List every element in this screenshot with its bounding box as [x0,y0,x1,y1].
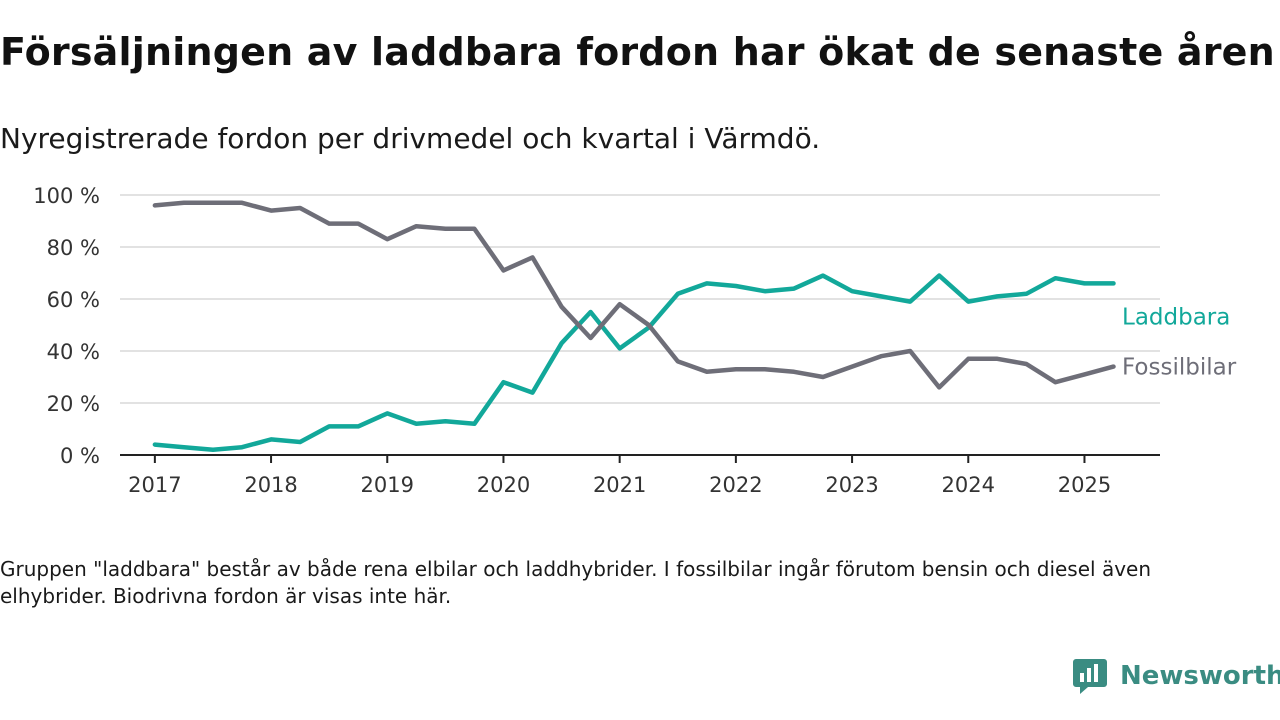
x-tick-label: 2020 [477,473,530,497]
chart-subtitle: Nyregistrerade fordon per drivmedel och … [0,122,821,155]
brand-name: Newsworthy [1120,661,1280,691]
x-tick-labels: 2017 2018 2019 2020 2021 2022 2023 2024 2025 [128,455,1111,497]
x-tick-label: 2019 [361,473,414,497]
y-tick-label: 100 % [33,184,100,208]
x-tick-label: 2024 [942,473,995,497]
x-tick-label: 2018 [244,473,297,497]
y-tick-label: 60 % [47,288,100,312]
brand-logo: Newsworthy [1072,656,1280,696]
newsworthy-logo-icon [1073,659,1107,694]
series-label-fossilbilar: Fossilbilar [1122,355,1237,381]
series-labels: Laddbara Fossilbilar [1122,304,1237,380]
footnote: Gruppen "laddbara" består av både rena e… [0,557,1152,608]
y-tick-label: 0 % [60,444,100,468]
grid-lines [120,194,1160,456]
y-tick-label: 80 % [47,236,100,260]
y-tick-label: 20 % [47,392,100,416]
x-tick-label: 2017 [128,473,181,497]
series-line-fossilbilar [152,200,1116,390]
y-tick-label: 40 % [47,340,100,364]
y-tick-labels: 0 % 20 % 40 % 60 % 80 % 100 % [33,184,100,468]
x-tick-label: 2021 [593,473,646,497]
series-lines [152,200,1116,453]
x-tick-label: 2022 [709,473,762,497]
series-label-laddbara: Laddbara [1122,304,1230,330]
line-chart: 0 % 20 % 40 % 60 % 80 % 100 % 2017 2018 2019 202… [33,184,1237,497]
x-tick-label: 2025 [1058,473,1111,497]
series-line-laddbara [152,273,1116,453]
chart-title: Försäljningen av laddbara fordon har öka… [0,30,1275,74]
x-tick-label: 2023 [825,473,878,497]
